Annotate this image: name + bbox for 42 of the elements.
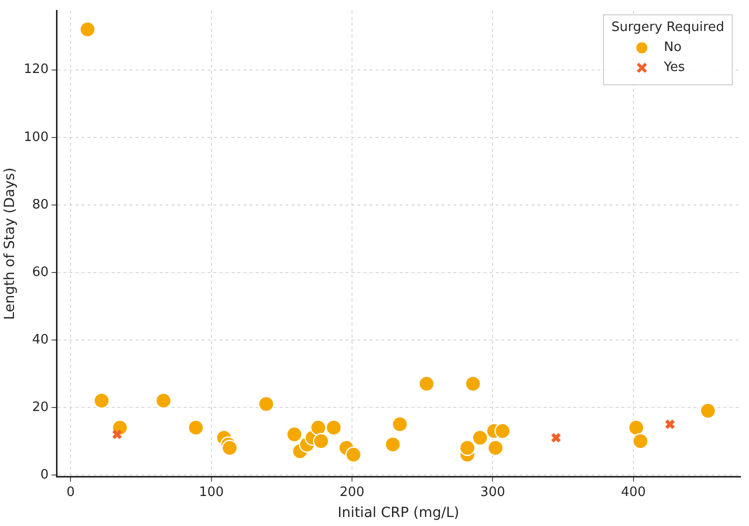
y-tick-label: 0	[40, 467, 49, 482]
point	[700, 402, 716, 419]
y-tick-label: 40	[32, 332, 49, 348]
point	[345, 446, 362, 463]
point	[222, 440, 238, 456]
point	[188, 420, 204, 436]
point	[472, 430, 488, 446]
legend-title: Surgery Required	[611, 20, 724, 36]
point	[464, 376, 482, 392]
point	[310, 420, 326, 436]
x-tick-label: 300	[480, 484, 506, 500]
point	[326, 420, 342, 436]
legend-label: No	[664, 40, 682, 56]
point	[550, 432, 562, 444]
point	[494, 422, 511, 440]
y-tick-label: 120	[24, 62, 49, 78]
x-tick-label: 400	[620, 484, 646, 500]
x-tick-label: 0	[66, 484, 75, 500]
point	[94, 392, 110, 409]
point	[312, 433, 330, 450]
y-tick-label: 20	[32, 400, 49, 415]
point	[664, 418, 676, 430]
point	[384, 436, 401, 453]
point	[632, 433, 649, 450]
point	[155, 392, 172, 409]
point	[628, 420, 644, 436]
point	[487, 440, 504, 456]
legend-label: Yes	[662, 60, 686, 76]
point	[112, 429, 122, 440]
y-tick-label: 80	[32, 197, 49, 212]
x-tick-label: 200	[340, 484, 364, 500]
y-tick-label: 100	[24, 130, 49, 145]
x-axis-title: Initial CRP (mg/L)	[338, 505, 460, 522]
point	[418, 376, 435, 392]
x-tick-label: 100	[198, 484, 224, 500]
point	[392, 416, 408, 432]
point	[258, 396, 274, 412]
y-tick-label: 60	[32, 264, 49, 280]
point	[79, 21, 96, 38]
y-axis-title: Length of Stay (Days)	[2, 168, 18, 320]
point	[459, 440, 476, 456]
point	[286, 426, 302, 443]
